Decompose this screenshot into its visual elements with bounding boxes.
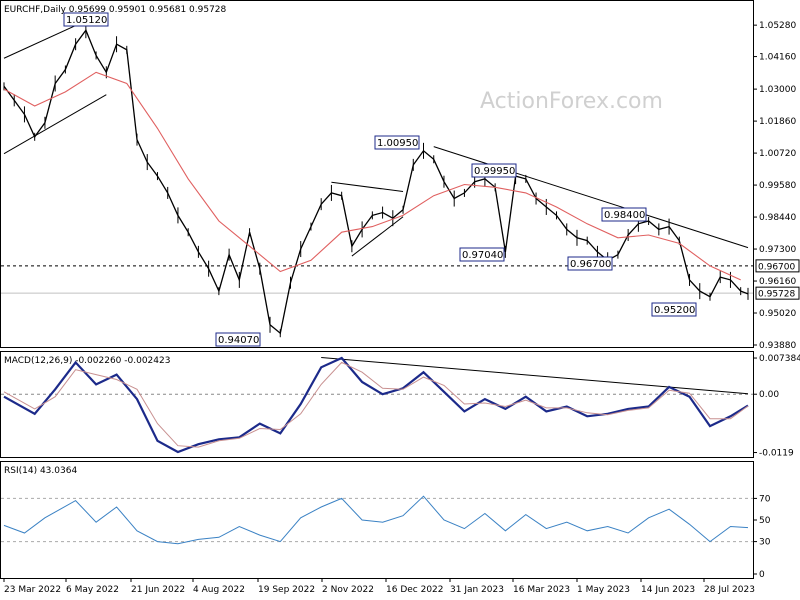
x-tick-label: 23 Mar 2022: [4, 585, 61, 595]
rsi-panel-header: RSI(14) 43.0364: [4, 466, 77, 476]
price-panel-header: EURCHF,Daily 0.95699 0.95901 0.95681 0.9…: [4, 5, 227, 15]
rsi-y-tick-label: 30: [759, 538, 771, 548]
x-tick-label: 16 Mar 2023: [513, 585, 570, 595]
macd-trendlines: [321, 356, 749, 395]
price-y-tick-label: 1.03000: [759, 85, 796, 95]
price-annotation-label: 0.98400: [604, 210, 645, 221]
price-annotation-box: [471, 163, 517, 178]
price-y-axis: 1.05280 1.04160 1.03000 1.01860 1.00720 0.995…: [753, 21, 800, 351]
x-tick-label: 14 Jun 2023: [641, 585, 695, 595]
x-tick-label: 28 Jul 2023: [704, 585, 755, 595]
price-annotation-label: 0.97040: [462, 250, 503, 261]
macd-series-group: [3, 356, 749, 454]
price-annotation-label: 0.94070: [218, 335, 259, 346]
x-tick-label: 19 Sep 2022: [258, 585, 315, 595]
price-annotation-box: [374, 135, 420, 150]
rsi-panel: RSI(14) 43.0364 70 50 30 0: [0, 461, 771, 580]
rsi-reference-lines: [1, 497, 753, 543]
price-trendlines: [3, 15, 749, 257]
macd-signal-line: [3, 361, 749, 448]
rsi-line: [3, 495, 749, 545]
macd-y-tick-label: 0.007384: [759, 354, 800, 364]
x-tick-label: 2 Nov 2022: [322, 585, 374, 595]
x-tick-label: 1 May 2023: [577, 585, 630, 595]
price-annotation-label: 0.96700: [570, 259, 611, 270]
rsi-y-axis: 70 50 30 0: [753, 494, 771, 580]
price-trendline: [433, 146, 749, 249]
rsi-y-tick-label: 0: [759, 570, 765, 580]
price-series-group: [3, 22, 749, 338]
price-annotation-box: [63, 12, 109, 27]
macd-trendline: [321, 356, 749, 395]
macd-y-axis: 0.007384 0.00 -0.0119: [753, 354, 800, 459]
price-y-tick-label: 1.04160: [759, 53, 796, 63]
price-y-tick-label: 0.95020: [759, 309, 796, 319]
price-y-tick-label: 1.00720: [759, 149, 796, 159]
rsi-panel-frame: [0, 461, 754, 579]
price-current-value-box: [755, 286, 800, 300]
price-annotation-box: [459, 247, 505, 262]
macd-panel-frame: [0, 351, 754, 458]
price-annotation-box: [567, 256, 613, 271]
macd-panel-header: MACD(12,26,9) -0.002260 -0.002423: [4, 356, 170, 366]
price-y-tick-label: 0.99580: [759, 181, 796, 191]
macd-y-tick-label: -0.0119: [759, 449, 794, 459]
moving-average-line: [3, 71, 741, 281]
price-annotation-box: [651, 302, 697, 317]
price-annotation-label: 0.95200: [654, 305, 695, 316]
price-line: [3, 28, 749, 335]
price-y-tick-label: 0.97300: [759, 245, 796, 255]
price-trendline: [3, 94, 107, 155]
watermark: ActionForex.com: [480, 89, 663, 114]
price-y-tick-label: 1.05280: [759, 21, 796, 31]
price-annotation-label: 0.99950: [474, 166, 515, 177]
price-annotations: 1.05120 0.94070 1.00950 0.99950 0.97040 0.967…: [63, 12, 697, 347]
price-trendline: [331, 181, 404, 193]
price-trendline: [351, 216, 404, 257]
x-axis: 23 Mar 2022 6 May 2022 21 Jun 2022 4 Aug 20…: [3, 578, 755, 595]
price-y-tick-label: 1.01860: [759, 117, 796, 127]
rsi-y-tick-label: 70: [759, 494, 771, 504]
price-y-tick-label: 0.93880: [759, 341, 796, 351]
macd-line: [3, 356, 749, 454]
price-reference-lines: [1, 265, 753, 294]
x-tick-label: 31 Jan 2023: [450, 585, 504, 595]
price-y-tick-label: 0.98440: [759, 213, 796, 223]
price-annotation-label: 1.05120: [66, 15, 107, 26]
price-annotation-box: [215, 332, 261, 347]
price-current-value-box: [755, 259, 800, 273]
price-current-value-label: 0.95728: [758, 290, 795, 300]
rsi-series-group: [3, 495, 749, 545]
macd-panel: MACD(12,26,9) -0.002260 -0.002423 0.0073…: [0, 351, 800, 459]
price-panel: ActionForex.com EURCHF,Daily 0.95699 0.9…: [0, 0, 800, 351]
x-tick-label: 6 May 2022: [66, 585, 119, 595]
rsi-y-tick-label: 50: [759, 516, 771, 526]
x-tick-label: 4 Aug 2022: [193, 585, 245, 595]
price-current-value-label: 0.96700: [758, 262, 795, 272]
x-tick-label: 21 Jun 2022: [131, 585, 185, 595]
price-annotation-box: [601, 207, 647, 222]
macd-y-tick-label: 0.00: [759, 390, 779, 400]
x-tick-label: 16 Dec 2022: [386, 585, 444, 595]
price-y-tick-label: 0.96160: [759, 277, 796, 287]
price-annotation-label: 1.00950: [377, 138, 418, 149]
price-panel-frame: [0, 0, 754, 348]
